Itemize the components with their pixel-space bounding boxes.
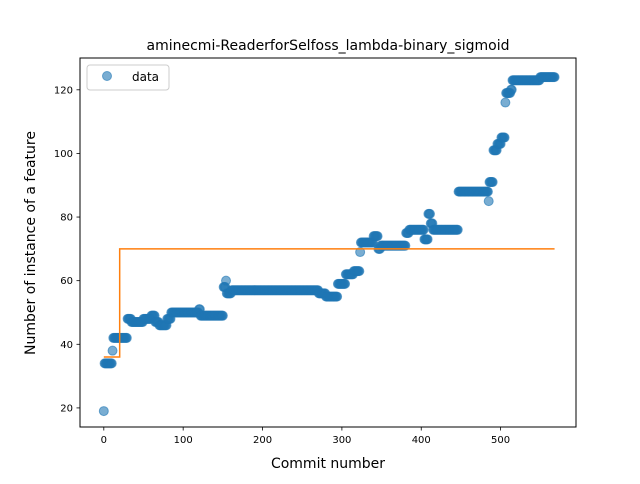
data-point [482, 186, 493, 197]
data-point [355, 247, 366, 258]
data-point [217, 310, 228, 321]
data-point [400, 240, 411, 251]
x-tick-label: 200 [253, 435, 272, 446]
x-tick-label: 300 [332, 435, 351, 446]
data-point [340, 278, 351, 289]
x-tick-label: 500 [491, 435, 510, 446]
y-tick-label: 120 [54, 85, 73, 96]
data-point [106, 358, 117, 369]
data-point [372, 231, 383, 242]
x-tick-label: 100 [174, 435, 193, 446]
x-axis-ticks: 0 100 200 300 400 500 [101, 427, 510, 446]
data-point [452, 224, 463, 235]
x-tick-label: 0 [101, 435, 107, 446]
y-tick-label: 60 [60, 276, 73, 287]
chart-title: aminecmi-ReaderforSelfoss_lambda-binary_… [147, 38, 510, 54]
data-point [506, 84, 517, 95]
y-tick-label: 40 [60, 340, 73, 351]
series-fit-line [103, 248, 555, 358]
data-point [422, 234, 433, 245]
data-point [500, 97, 511, 108]
y-tick-label: 20 [60, 403, 73, 414]
data-point [221, 275, 232, 286]
plot-frame [79, 57, 577, 428]
y-axis-label: Number of instance of a feature [23, 131, 39, 355]
data-point [354, 266, 365, 277]
legend-label-data: data [132, 70, 159, 84]
data-point [107, 345, 118, 356]
data-point [487, 177, 498, 188]
plot-content [98, 72, 560, 417]
data-point [549, 72, 560, 83]
y-tick-label: 100 [54, 149, 73, 160]
data-point [483, 196, 494, 207]
y-tick-label: 80 [60, 213, 73, 224]
y-axis-ticks: 20 40 60 80 100 120 [54, 85, 80, 414]
data-point [332, 291, 343, 302]
legend-marker-data [102, 71, 112, 81]
x-tick-label: 400 [412, 435, 431, 446]
data-point [121, 332, 132, 343]
data-point [418, 224, 429, 235]
data-point [499, 132, 510, 143]
series-data-points [98, 72, 560, 417]
data-point [98, 406, 109, 417]
x-axis-label: Commit number [271, 456, 385, 472]
legend: data [86, 64, 170, 91]
data-point [424, 208, 435, 219]
